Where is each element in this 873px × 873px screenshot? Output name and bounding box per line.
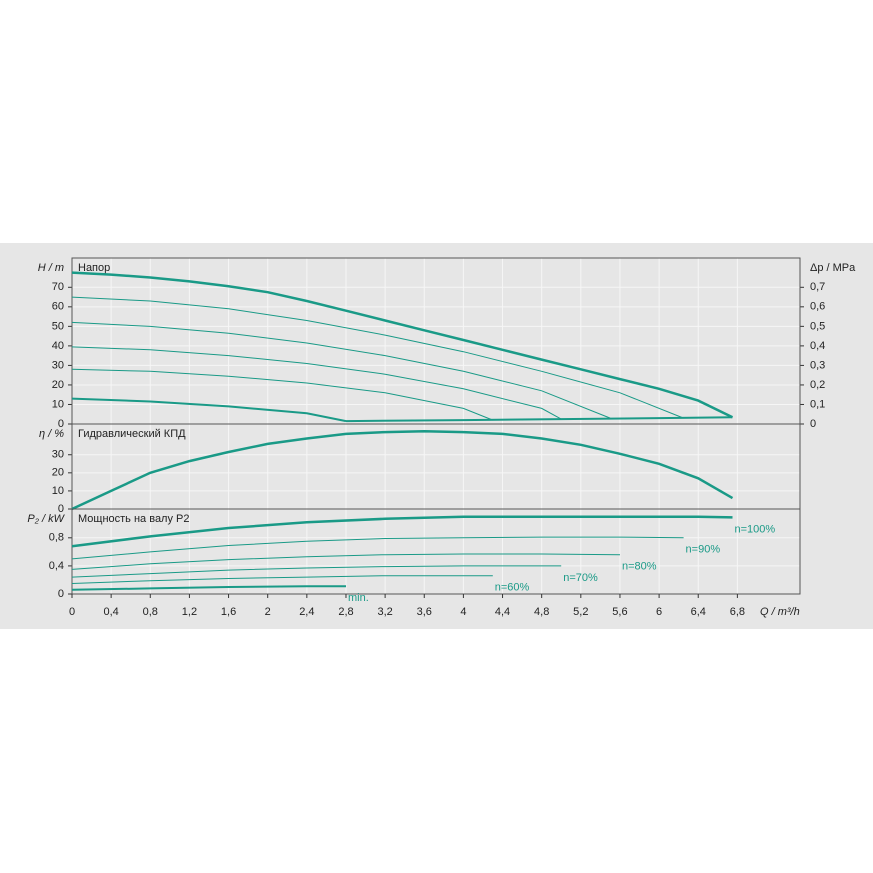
y-tick-label: 0 (58, 588, 64, 600)
y-tick-label: 70 (52, 281, 64, 293)
x-tick-label: 1,6 (221, 606, 236, 618)
x-tick-label: 0 (69, 606, 75, 618)
x-tick-label: 3,6 (417, 606, 432, 618)
series-line (71, 321, 611, 419)
series-line (71, 429, 734, 511)
x-tick-label: 2,4 (299, 606, 314, 618)
y2-tick-label: 0,4 (810, 340, 825, 352)
x-tick-label: 4,8 (534, 606, 549, 618)
x-tick-label: 5,6 (612, 606, 627, 618)
y-tick-label: 10 (52, 485, 64, 497)
y-tick-label: 40 (52, 340, 64, 352)
series-label: n=90% (686, 544, 721, 556)
y-axis-label: H / m (38, 262, 64, 274)
y2-tick-label: 0,7 (810, 281, 825, 293)
y-tick-label: 0 (58, 503, 64, 515)
chart-background (0, 243, 873, 629)
x-tick-label: 4,4 (495, 606, 510, 618)
series-label: n=60% (495, 582, 530, 594)
series-line (71, 397, 347, 423)
y2-tick-label: 0,5 (810, 320, 825, 332)
series-line (71, 553, 621, 570)
series-line (71, 585, 346, 591)
series-line (71, 271, 734, 419)
y2-tick-label: 0 (810, 418, 816, 430)
y-tick-label: 20 (52, 467, 64, 479)
y2-tick-label: 0,1 (810, 398, 825, 410)
series-line (71, 515, 733, 548)
y2-tick-label: 0,6 (810, 301, 825, 313)
x-tick-label: 6 (656, 606, 662, 618)
x-tick-label: 2 (265, 606, 271, 618)
y-tick-label: 0 (58, 418, 64, 430)
y2-axis-label: Δp / MPa (810, 262, 856, 274)
y-axis-label: η / % (39, 428, 64, 440)
panel-title: Напор (78, 262, 110, 274)
series-line (71, 575, 493, 584)
panel-title: Мощность на валу P2 (78, 513, 190, 525)
y-tick-label: 50 (52, 320, 64, 332)
x-tick-label: 2,8 (338, 606, 353, 618)
x-tick-label: 0,8 (143, 606, 158, 618)
y-axis-label: P₂ / kW (27, 513, 65, 525)
y2-tick-label: 0,3 (810, 359, 825, 371)
y-tick-label: 30 (52, 449, 64, 461)
series-label: n=100% (734, 523, 775, 535)
y-tick-label: 10 (52, 398, 64, 410)
x-tick-label: 6,4 (691, 606, 706, 618)
x-tick-label: 5,2 (573, 606, 588, 618)
series-label: min. (348, 592, 369, 604)
x-tick-label: 4 (460, 606, 466, 618)
x-tick-label: 0,4 (103, 606, 118, 618)
y2-tick-label: 0,2 (810, 379, 825, 391)
plot-frame (71, 508, 801, 595)
x-axis-label: Q / m³/h (760, 606, 800, 618)
y-tick-label: 60 (52, 301, 64, 313)
series-line (71, 368, 493, 421)
y-tick-label: 0,4 (49, 560, 64, 572)
y-tick-label: 0,8 (49, 532, 64, 544)
x-tick-label: 1,2 (182, 606, 197, 618)
series-label: n=80% (622, 561, 657, 573)
x-tick-label: 3,2 (377, 606, 392, 618)
x-tick-label: 6,8 (730, 606, 745, 618)
series-line (71, 346, 562, 420)
series-label: n=70% (563, 572, 598, 584)
y-tick-label: 20 (52, 379, 64, 391)
series-line (345, 416, 733, 423)
series-line (71, 296, 684, 419)
y-tick-label: 30 (52, 359, 64, 371)
panel-title: Гидравлический КПД (78, 428, 186, 440)
series-line (71, 536, 684, 560)
series-line (71, 565, 562, 578)
